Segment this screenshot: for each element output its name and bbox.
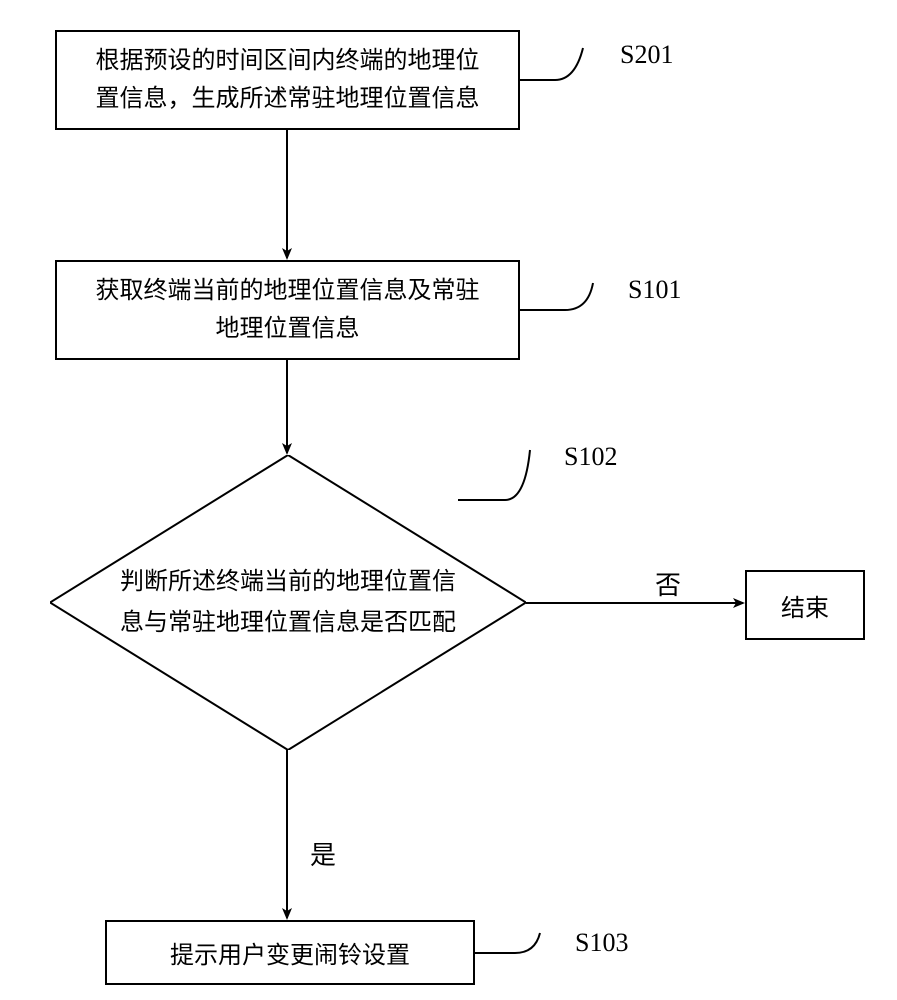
step-label-s201: S201 bbox=[620, 40, 673, 70]
step-label-s103: S103 bbox=[575, 928, 628, 958]
flow-node-s201: 根据预设的时间区间内终端的地理位 置信息，生成所述常驻地理位置信息 bbox=[55, 30, 520, 130]
node-text: 根据预设的时间区间内终端的地理位 置信息，生成所述常驻地理位置信息 bbox=[96, 42, 480, 119]
step-label-s101: S101 bbox=[628, 275, 681, 305]
flow-node-s103: 提示用户变更闹铃设置 bbox=[105, 920, 475, 985]
node-text: 结束 bbox=[781, 588, 829, 623]
edge-label-yes: 是 bbox=[310, 835, 336, 872]
node-text: 获取终端当前的地理位置信息及常驻 地理位置信息 bbox=[96, 272, 480, 349]
node-text: 判断所述终端当前的地理位置信 息与常驻地理位置信息是否匹配 bbox=[120, 562, 456, 644]
flow-node-s101: 获取终端当前的地理位置信息及常驻 地理位置信息 bbox=[55, 260, 520, 360]
flow-node-end: 结束 bbox=[745, 570, 865, 640]
node-text: 提示用户变更闹铃设置 bbox=[170, 935, 410, 970]
edge-label-no: 否 bbox=[655, 565, 681, 602]
flow-decision-s102: 判断所述终端当前的地理位置信 息与常驻地理位置信息是否匹配 bbox=[50, 455, 526, 750]
step-label-s102: S102 bbox=[564, 442, 617, 472]
